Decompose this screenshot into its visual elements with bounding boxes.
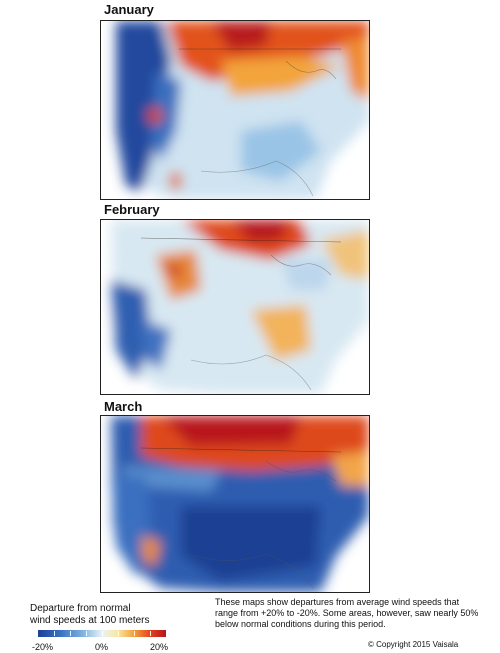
legend-label-mid: 0% bbox=[95, 642, 108, 652]
legend-tick bbox=[118, 631, 119, 636]
map-january-svg bbox=[101, 21, 369, 199]
copyright-notice: © Copyright 2015 Vaisala bbox=[368, 640, 458, 649]
map-caption: These maps show departures from average … bbox=[215, 597, 480, 630]
legend-title: Departure from normal wind speeds at 100… bbox=[30, 603, 150, 627]
map-february-svg bbox=[101, 220, 369, 394]
map-title-january: January bbox=[104, 2, 154, 17]
legend-label-min: -20% bbox=[32, 642, 53, 652]
legend-title-line1: Departure from normal bbox=[30, 603, 150, 615]
map-february bbox=[100, 219, 370, 395]
legend-tick bbox=[54, 631, 55, 636]
legend-title-line2: wind speeds at 100 meters bbox=[30, 615, 150, 627]
map-title-february: February bbox=[104, 202, 160, 217]
map-march bbox=[100, 415, 370, 593]
map-march-svg bbox=[101, 416, 369, 592]
map-january bbox=[100, 20, 370, 200]
legend-label-max: 20% bbox=[150, 642, 168, 652]
legend-tick bbox=[102, 631, 103, 636]
legend-tick bbox=[86, 631, 87, 636]
legend-tick bbox=[134, 631, 135, 636]
legend-tick bbox=[150, 631, 151, 636]
map-title-march: March bbox=[104, 399, 142, 414]
legend-tick bbox=[70, 631, 71, 636]
